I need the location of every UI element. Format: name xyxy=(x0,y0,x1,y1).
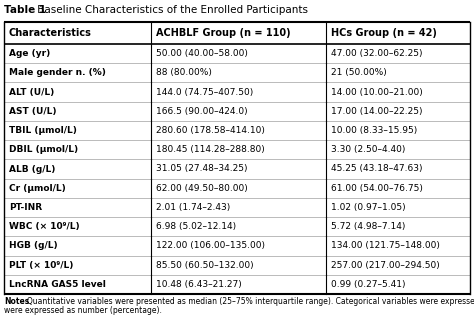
Text: ACHBLF Group (n = 110): ACHBLF Group (n = 110) xyxy=(156,28,291,38)
Text: 144.0 (74.75–407.50): 144.0 (74.75–407.50) xyxy=(156,88,253,96)
Text: 21 (50.00%): 21 (50.00%) xyxy=(330,68,386,77)
Text: DBIL (μmol/L): DBIL (μmol/L) xyxy=(9,145,78,154)
Text: 257.00 (217.00–294.50): 257.00 (217.00–294.50) xyxy=(330,261,439,270)
Text: ALB (g/L): ALB (g/L) xyxy=(9,165,55,173)
Text: 17.00 (14.00–22.25): 17.00 (14.00–22.25) xyxy=(330,107,422,116)
Text: Characteristics: Characteristics xyxy=(9,28,92,38)
Text: : Quantitative variables were presented as median (25–75% interquartile range). : : Quantitative variables were presented … xyxy=(22,297,474,306)
Text: 280.60 (178.58–414.10): 280.60 (178.58–414.10) xyxy=(156,126,264,135)
Text: 166.5 (90.00–424.0): 166.5 (90.00–424.0) xyxy=(156,107,247,116)
Text: Notes: Notes xyxy=(4,297,29,306)
Text: 62.00 (49.50–80.00): 62.00 (49.50–80.00) xyxy=(156,184,247,193)
Text: 3.30 (2.50–4.40): 3.30 (2.50–4.40) xyxy=(330,145,405,154)
Text: AST (U/L): AST (U/L) xyxy=(9,107,56,116)
Text: 10.48 (6.43–21.27): 10.48 (6.43–21.27) xyxy=(156,280,242,289)
Text: 14.00 (10.00–21.00): 14.00 (10.00–21.00) xyxy=(330,88,422,96)
Text: HCs Group (n = 42): HCs Group (n = 42) xyxy=(330,28,437,38)
Text: 134.00 (121.75–148.00): 134.00 (121.75–148.00) xyxy=(330,242,439,250)
Text: 122.00 (106.00–135.00): 122.00 (106.00–135.00) xyxy=(156,242,265,250)
Text: 180.45 (114.28–288.80): 180.45 (114.28–288.80) xyxy=(156,145,264,154)
Text: 2.01 (1.74–2.43): 2.01 (1.74–2.43) xyxy=(156,203,230,212)
Text: 61.00 (54.00–76.75): 61.00 (54.00–76.75) xyxy=(330,184,422,193)
Text: 1.02 (0.97–1.05): 1.02 (0.97–1.05) xyxy=(330,203,405,212)
Text: HGB (g/L): HGB (g/L) xyxy=(9,242,58,250)
Text: Age (yr): Age (yr) xyxy=(9,49,50,58)
Text: 0.99 (0.27–5.41): 0.99 (0.27–5.41) xyxy=(330,280,405,289)
Text: 10.00 (8.33–15.95): 10.00 (8.33–15.95) xyxy=(330,126,417,135)
Text: 5.72 (4.98–7.14): 5.72 (4.98–7.14) xyxy=(330,222,405,231)
Text: PLT (× 10⁹/L): PLT (× 10⁹/L) xyxy=(9,261,73,270)
Text: WBC (× 10⁹/L): WBC (× 10⁹/L) xyxy=(9,222,80,231)
Text: 31.05 (27.48–34.25): 31.05 (27.48–34.25) xyxy=(156,165,247,173)
Text: TBIL (μmol/L): TBIL (μmol/L) xyxy=(9,126,77,135)
Text: Male gender n. (%): Male gender n. (%) xyxy=(9,68,106,77)
Text: 6.98 (5.02–12.14): 6.98 (5.02–12.14) xyxy=(156,222,236,231)
Text: Baseline Characteristics of the Enrolled Participants: Baseline Characteristics of the Enrolled… xyxy=(35,5,309,15)
Text: 85.50 (60.50–132.00): 85.50 (60.50–132.00) xyxy=(156,261,254,270)
Text: Table 1: Table 1 xyxy=(4,5,46,15)
Text: ALT (U/L): ALT (U/L) xyxy=(9,88,54,96)
Text: Cr (μmol/L): Cr (μmol/L) xyxy=(9,184,66,193)
Text: 47.00 (32.00–62.25): 47.00 (32.00–62.25) xyxy=(330,49,422,58)
Text: 88 (80.00%): 88 (80.00%) xyxy=(156,68,212,77)
Text: 45.25 (43.18–47.63): 45.25 (43.18–47.63) xyxy=(330,165,422,173)
Text: LncRNA GAS5 level: LncRNA GAS5 level xyxy=(9,280,106,289)
Text: 50.00 (40.00–58.00): 50.00 (40.00–58.00) xyxy=(156,49,247,58)
Text: were expressed as number (percentage).: were expressed as number (percentage). xyxy=(4,306,162,315)
Text: PT-INR: PT-INR xyxy=(9,203,42,212)
